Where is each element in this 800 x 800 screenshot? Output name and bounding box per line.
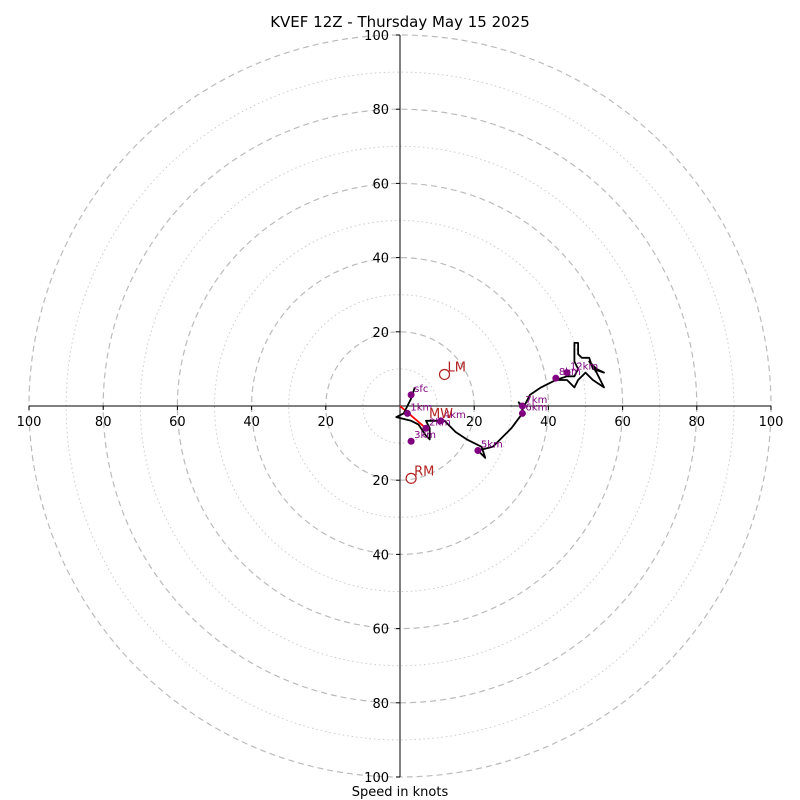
x-axis-label: Speed in knots xyxy=(352,785,449,800)
y-tick-label: 80 xyxy=(372,697,389,712)
hodograph-trace-group xyxy=(395,341,605,459)
x-tick-label: 60 xyxy=(169,415,186,430)
x-tick-label: 20 xyxy=(466,415,483,430)
x-tick-label: 20 xyxy=(318,415,335,430)
height-marker-5km xyxy=(474,447,482,455)
x-tick-label: 60 xyxy=(614,415,631,430)
height-marker-6km xyxy=(518,409,526,417)
height-marker-label: 7km xyxy=(525,395,547,406)
shear-vector xyxy=(399,405,427,429)
y-tick-label: 40 xyxy=(372,548,389,563)
y-tick-label: 100 xyxy=(364,29,389,44)
height-marker-label: 5km xyxy=(481,440,503,451)
x-tick-label: 100 xyxy=(17,415,42,430)
height-marker-4km xyxy=(437,417,445,425)
height-marker-12km xyxy=(563,369,571,377)
y-tick-label: 100 xyxy=(364,771,389,786)
storm-motion-label: MW xyxy=(429,407,453,422)
height-marker-label: sfc xyxy=(414,384,428,395)
storm-motion-markers: LM RM MW xyxy=(405,360,466,484)
height-markers: sfc1km2km3km4km5km6km7km8km12km xyxy=(403,362,598,455)
height-marker-label: 4km xyxy=(444,410,466,421)
height-marker-label: 12km xyxy=(570,362,598,373)
height-marker-label: 1km xyxy=(410,402,432,413)
storm-motion-label: RM xyxy=(414,464,434,479)
height-marker-1km xyxy=(403,409,411,417)
storm-motion-rm xyxy=(405,472,417,484)
x-tick-label: 40 xyxy=(540,415,557,430)
height-marker-label: 6km xyxy=(525,402,547,413)
y-tick-label: 40 xyxy=(372,252,389,267)
height-marker-label: 3km xyxy=(414,430,436,441)
storm-motion-label: LM xyxy=(448,360,466,375)
x-tick-label: 100 xyxy=(759,415,784,430)
y-tick-label: 20 xyxy=(372,474,389,489)
tick-labels: 100 80 60 40 20 20 40 60 80 100 100 80 60 40 20 20 40 60 8… xyxy=(17,29,784,786)
chart-title: KVEF 12Z - Thursday May 15 2025 xyxy=(270,13,530,31)
height-marker-2km xyxy=(422,424,430,432)
height-marker-7km xyxy=(518,402,526,410)
y-tick-label: 20 xyxy=(372,326,389,341)
x-tick-label: 80 xyxy=(95,415,112,430)
x-tick-label: 80 xyxy=(689,415,706,430)
x-tick-label: 40 xyxy=(243,415,260,430)
hodograph-trace xyxy=(395,341,605,459)
storm-motion-lm xyxy=(438,368,451,381)
y-tick-label: 80 xyxy=(372,103,389,118)
height-marker-8km xyxy=(552,374,560,382)
y-tick-label: 60 xyxy=(372,623,389,638)
height-marker-3km xyxy=(407,437,415,445)
height-marker-sfc xyxy=(407,391,415,399)
y-tick-label: 60 xyxy=(372,177,389,192)
